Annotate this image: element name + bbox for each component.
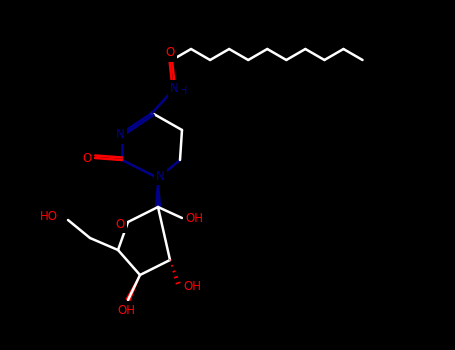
- Text: HO: HO: [40, 210, 58, 223]
- Polygon shape: [156, 178, 161, 207]
- Text: O: O: [82, 152, 91, 164]
- Text: O: O: [165, 47, 175, 60]
- Polygon shape: [126, 275, 140, 301]
- Text: N: N: [170, 83, 178, 96]
- Text: O: O: [116, 217, 125, 231]
- Text: OH: OH: [185, 211, 203, 224]
- Text: N: N: [116, 128, 124, 141]
- Text: H: H: [179, 86, 187, 96]
- Text: N: N: [156, 169, 164, 182]
- Text: OH: OH: [117, 303, 135, 316]
- Text: OH: OH: [183, 280, 201, 294]
